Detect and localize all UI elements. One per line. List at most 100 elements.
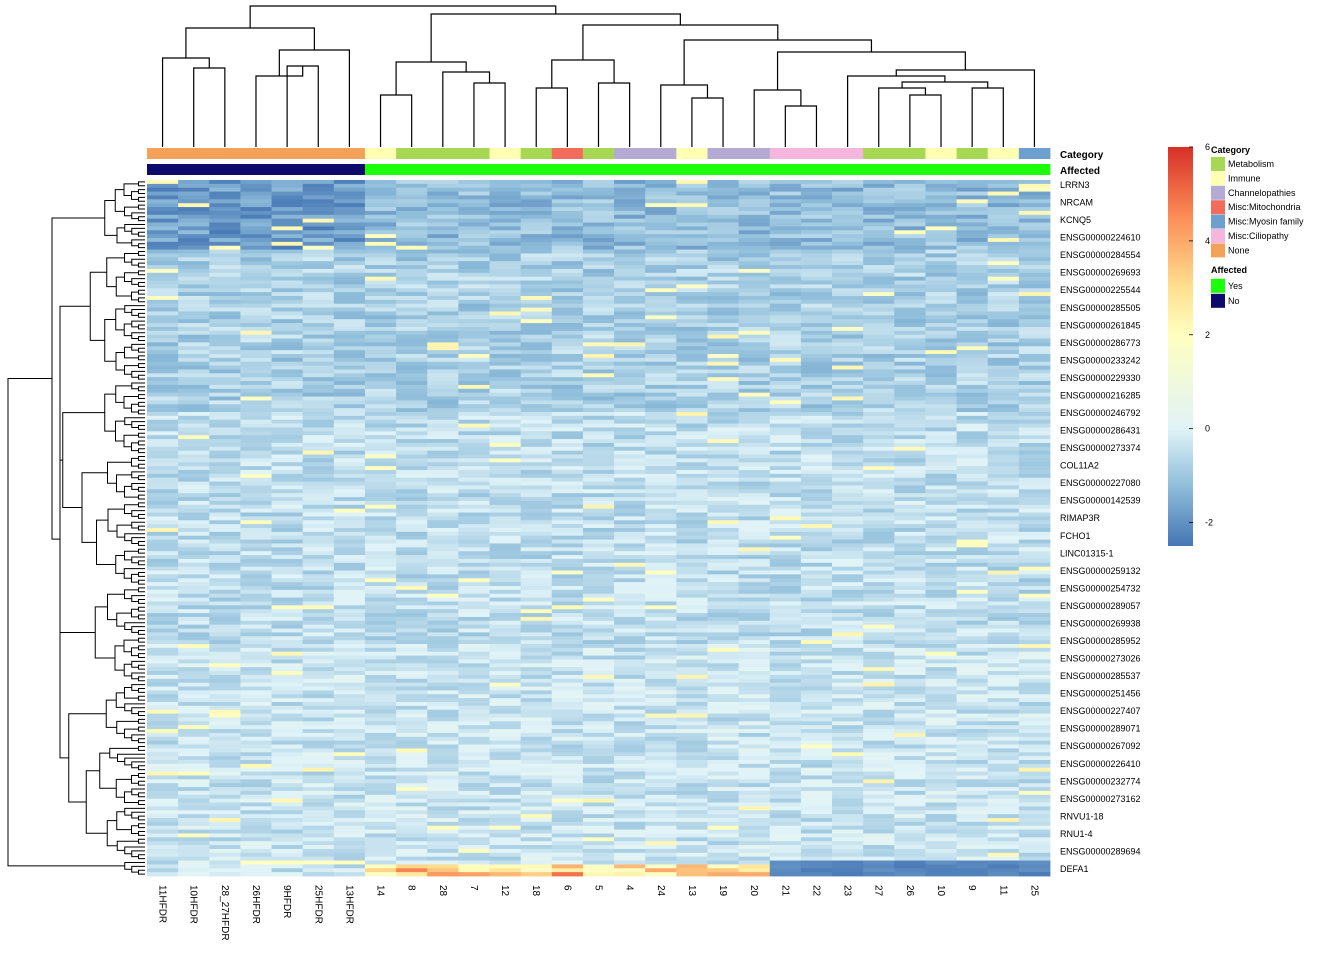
heatmap-cell xyxy=(956,450,989,455)
row-dendrogram-link xyxy=(115,308,125,331)
heatmap-cell xyxy=(364,760,397,765)
heatmap-cell xyxy=(769,489,802,494)
heatmap-cell xyxy=(427,775,459,780)
heatmap-cell xyxy=(427,458,459,463)
heatmap-cell xyxy=(396,346,428,351)
heatmap-cell xyxy=(676,330,708,336)
heatmap-cell xyxy=(582,732,615,738)
heatmap-cell xyxy=(302,516,335,521)
heatmap-cell xyxy=(645,671,677,676)
heatmap-cell xyxy=(832,203,864,208)
heatmap-cell xyxy=(209,218,241,223)
heatmap-cell xyxy=(582,783,615,788)
heatmap-cell xyxy=(333,234,366,239)
heatmap-cell xyxy=(676,732,708,738)
heatmap-cell xyxy=(147,752,179,757)
heatmap-cell xyxy=(302,365,335,370)
heatmap-cell xyxy=(178,446,210,452)
heatmap-cell xyxy=(738,222,771,227)
heatmap-cell xyxy=(364,446,397,452)
heatmap-cell xyxy=(489,361,522,366)
heatmap-cell xyxy=(551,748,584,753)
heatmap-cell xyxy=(645,725,677,730)
heatmap-cell xyxy=(582,342,615,347)
heatmap-cell xyxy=(1018,350,1051,355)
heatmap-cell xyxy=(302,245,335,250)
heatmap-cell xyxy=(240,555,272,560)
heatmap-cell xyxy=(894,249,926,254)
heatmap-cell xyxy=(520,531,553,537)
heatmap-cell xyxy=(489,717,522,722)
heatmap-cell xyxy=(707,493,740,498)
heatmap-cell xyxy=(333,477,366,482)
heatmap-cell xyxy=(489,319,522,324)
heatmap-cell xyxy=(333,210,366,216)
heatmap-cell xyxy=(489,783,522,788)
heatmap-cell xyxy=(894,396,926,401)
heatmap-cell xyxy=(987,299,1020,305)
heatmap-cell xyxy=(302,616,335,622)
heatmap-cell xyxy=(364,396,397,401)
heatmap-cell xyxy=(209,307,241,312)
heatmap-cell xyxy=(582,574,615,579)
heatmap-cell xyxy=(333,199,366,204)
heatmap-cell xyxy=(240,709,272,714)
heatmap-cell xyxy=(364,729,397,734)
heatmap-cell xyxy=(738,462,771,467)
heatmap-cell xyxy=(832,624,864,629)
heatmap-cell xyxy=(147,276,179,281)
heatmap-cell xyxy=(209,446,241,452)
heatmap-cell xyxy=(676,531,708,537)
heatmap-cell xyxy=(178,214,210,220)
heatmap-cell xyxy=(364,744,397,749)
heatmap-cell xyxy=(520,810,553,815)
heatmap-cell xyxy=(614,678,646,684)
heatmap-cell xyxy=(832,767,864,772)
heatmap-cell xyxy=(240,671,272,676)
heatmap-cell xyxy=(1018,794,1051,800)
heatmap-cell xyxy=(302,524,335,529)
heatmap-cell xyxy=(489,249,522,254)
heatmap-cell xyxy=(738,195,771,200)
heatmap-cell xyxy=(956,381,989,386)
heatmap-cell xyxy=(489,450,522,455)
heatmap-cell xyxy=(645,806,677,811)
heatmap-cell xyxy=(271,245,304,250)
heatmap-cell xyxy=(738,678,771,684)
heatmap-cell xyxy=(956,547,989,552)
heatmap-cell xyxy=(925,272,957,278)
heatmap-cell xyxy=(302,601,335,606)
heatmap-cell xyxy=(520,678,553,684)
heatmap-cell xyxy=(987,574,1020,579)
heatmap-cell xyxy=(707,423,740,428)
heatmap-cell xyxy=(1018,497,1051,502)
heatmap-cell xyxy=(1018,632,1051,637)
heatmap-cell xyxy=(987,338,1020,343)
heatmap-cell xyxy=(427,450,459,455)
heatmap-cell xyxy=(520,396,553,401)
heatmap-cell xyxy=(551,222,584,227)
heatmap-cell xyxy=(863,814,895,819)
heatmap-cell xyxy=(364,265,397,270)
heatmap-cell xyxy=(178,392,210,397)
heatmap-cell xyxy=(582,787,615,792)
heatmap-cell xyxy=(925,798,957,803)
heatmap-cell xyxy=(302,446,335,452)
heatmap-cell xyxy=(676,597,708,602)
heatmap-cell xyxy=(707,794,740,800)
heatmap-cell xyxy=(956,276,989,281)
heatmap-cell xyxy=(582,771,615,776)
heatmap-cell xyxy=(614,419,646,424)
heatmap-cell xyxy=(271,736,304,742)
heatmap-cell xyxy=(645,663,677,668)
heatmap-cell xyxy=(832,427,864,432)
heatmap-cell xyxy=(551,408,584,413)
heatmap-cell xyxy=(894,624,926,629)
heatmap-cell xyxy=(551,218,584,223)
heatmap-cell xyxy=(738,717,771,722)
heatmap-cell xyxy=(645,195,677,200)
heatmap-cell xyxy=(987,350,1020,355)
heatmap-cell xyxy=(147,528,179,533)
heatmap-cell xyxy=(738,636,771,641)
heatmap-cell xyxy=(396,736,428,742)
